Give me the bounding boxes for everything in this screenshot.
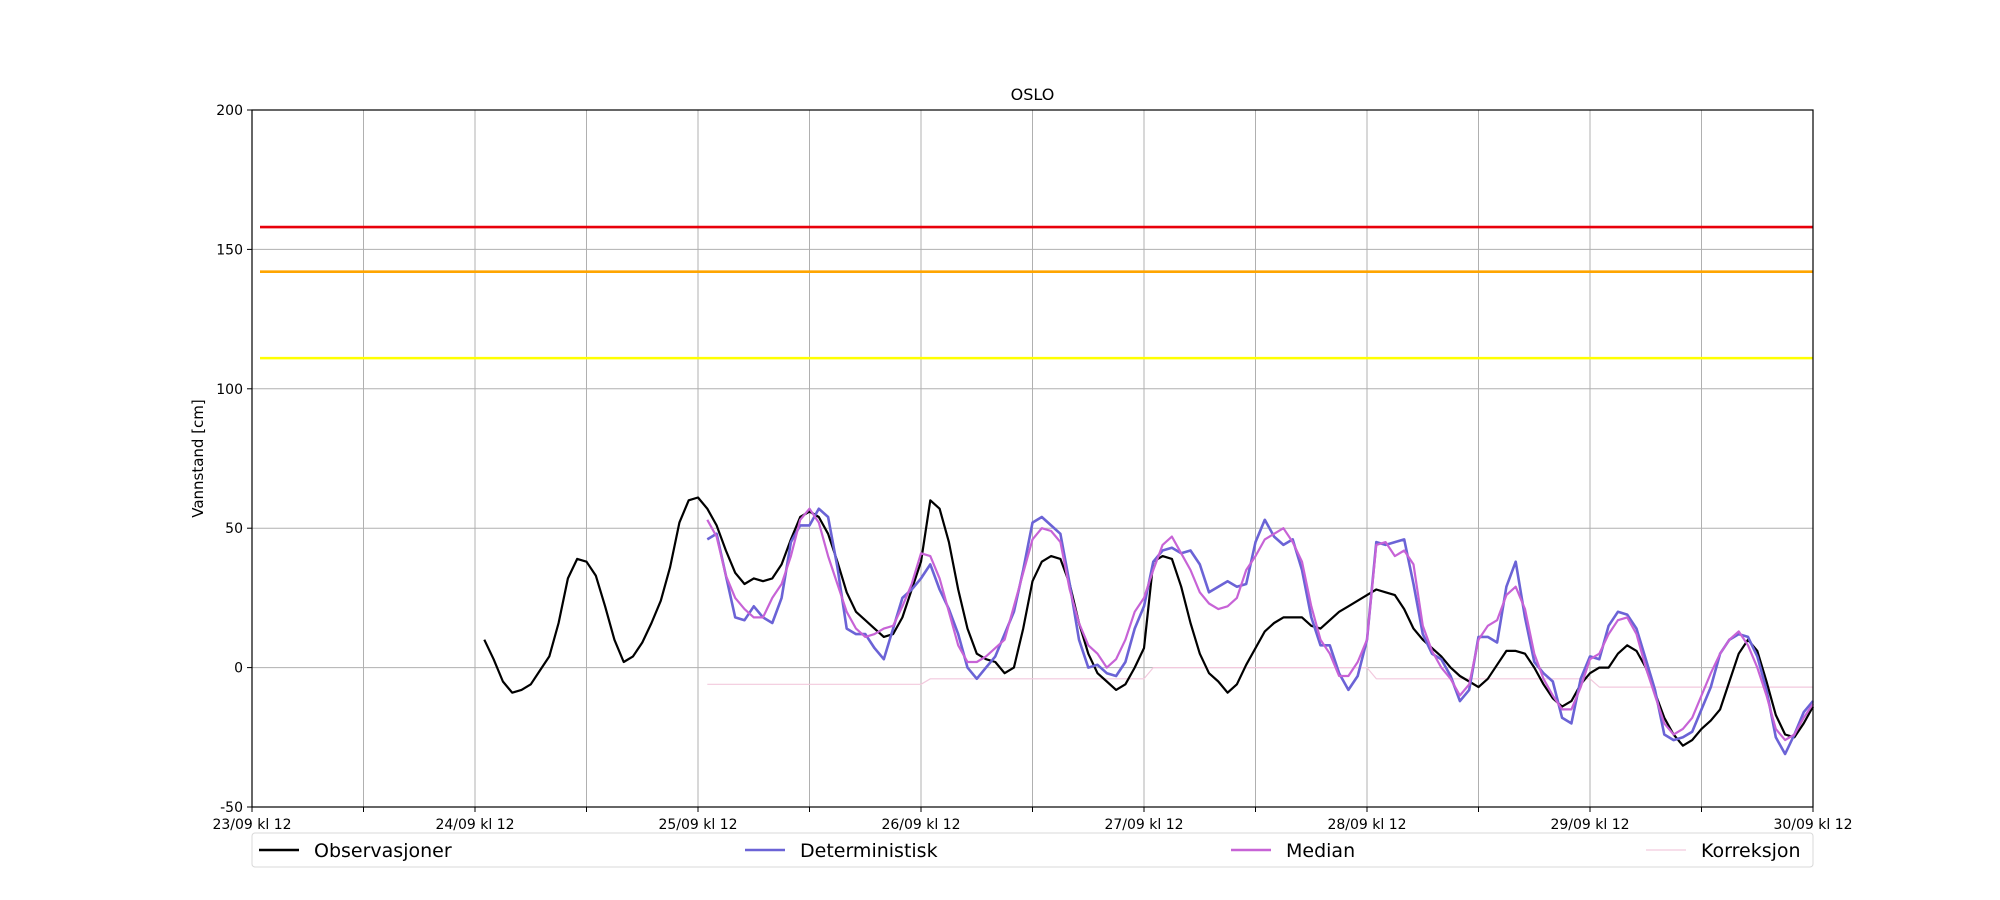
chart-title: OSLO	[1011, 85, 1055, 104]
x-tick-label: 27/09 kl 12	[1104, 817, 1183, 833]
threshold-lines	[260, 225, 1813, 360]
y-axis-label: Vannstand [cm]	[189, 399, 207, 518]
legend-box	[251, 832, 1814, 868]
legend-label: Deterministisk	[800, 840, 938, 862]
y-tick-label: 200	[216, 103, 243, 119]
y-tick-label: 100	[216, 382, 243, 398]
x-tick-label: 28/09 kl 12	[1327, 817, 1406, 833]
series-line-observasjoner	[483, 496, 1814, 747]
series-line-korreksjon	[707, 667, 1813, 688]
y-tick-label: -50	[220, 800, 243, 816]
series-lines	[483, 496, 1814, 756]
x-tick-label: 23/09 kl 12	[212, 817, 291, 833]
y-tick-label: 50	[225, 521, 243, 537]
x-tick-label: 26/09 kl 12	[881, 817, 960, 833]
y-tick-label: 150	[216, 242, 243, 258]
grid	[251, 109, 1814, 808]
x-tick-label: 25/09 kl 12	[658, 817, 737, 833]
legend-label: Korreksjon	[1701, 840, 1801, 862]
x-tick-label: 30/09 kl 12	[1773, 817, 1852, 833]
legend-label: Observasjoner	[314, 840, 452, 862]
x-tick-label: 29/09 kl 12	[1550, 817, 1629, 833]
x-tick-label: 24/09 kl 12	[435, 817, 514, 833]
axis-ticks: 23/09 kl 12 24/09 kl 12 25/09 kl 12 26/09 k…	[212, 103, 1852, 833]
series-line-median	[706, 507, 1814, 742]
series-line-deterministisk	[706, 507, 1814, 756]
y-tick-label: 0	[234, 661, 243, 677]
legend: Observasjoner Deterministisk Median Korreks…	[251, 832, 1814, 868]
legend-label: Median	[1286, 840, 1355, 862]
